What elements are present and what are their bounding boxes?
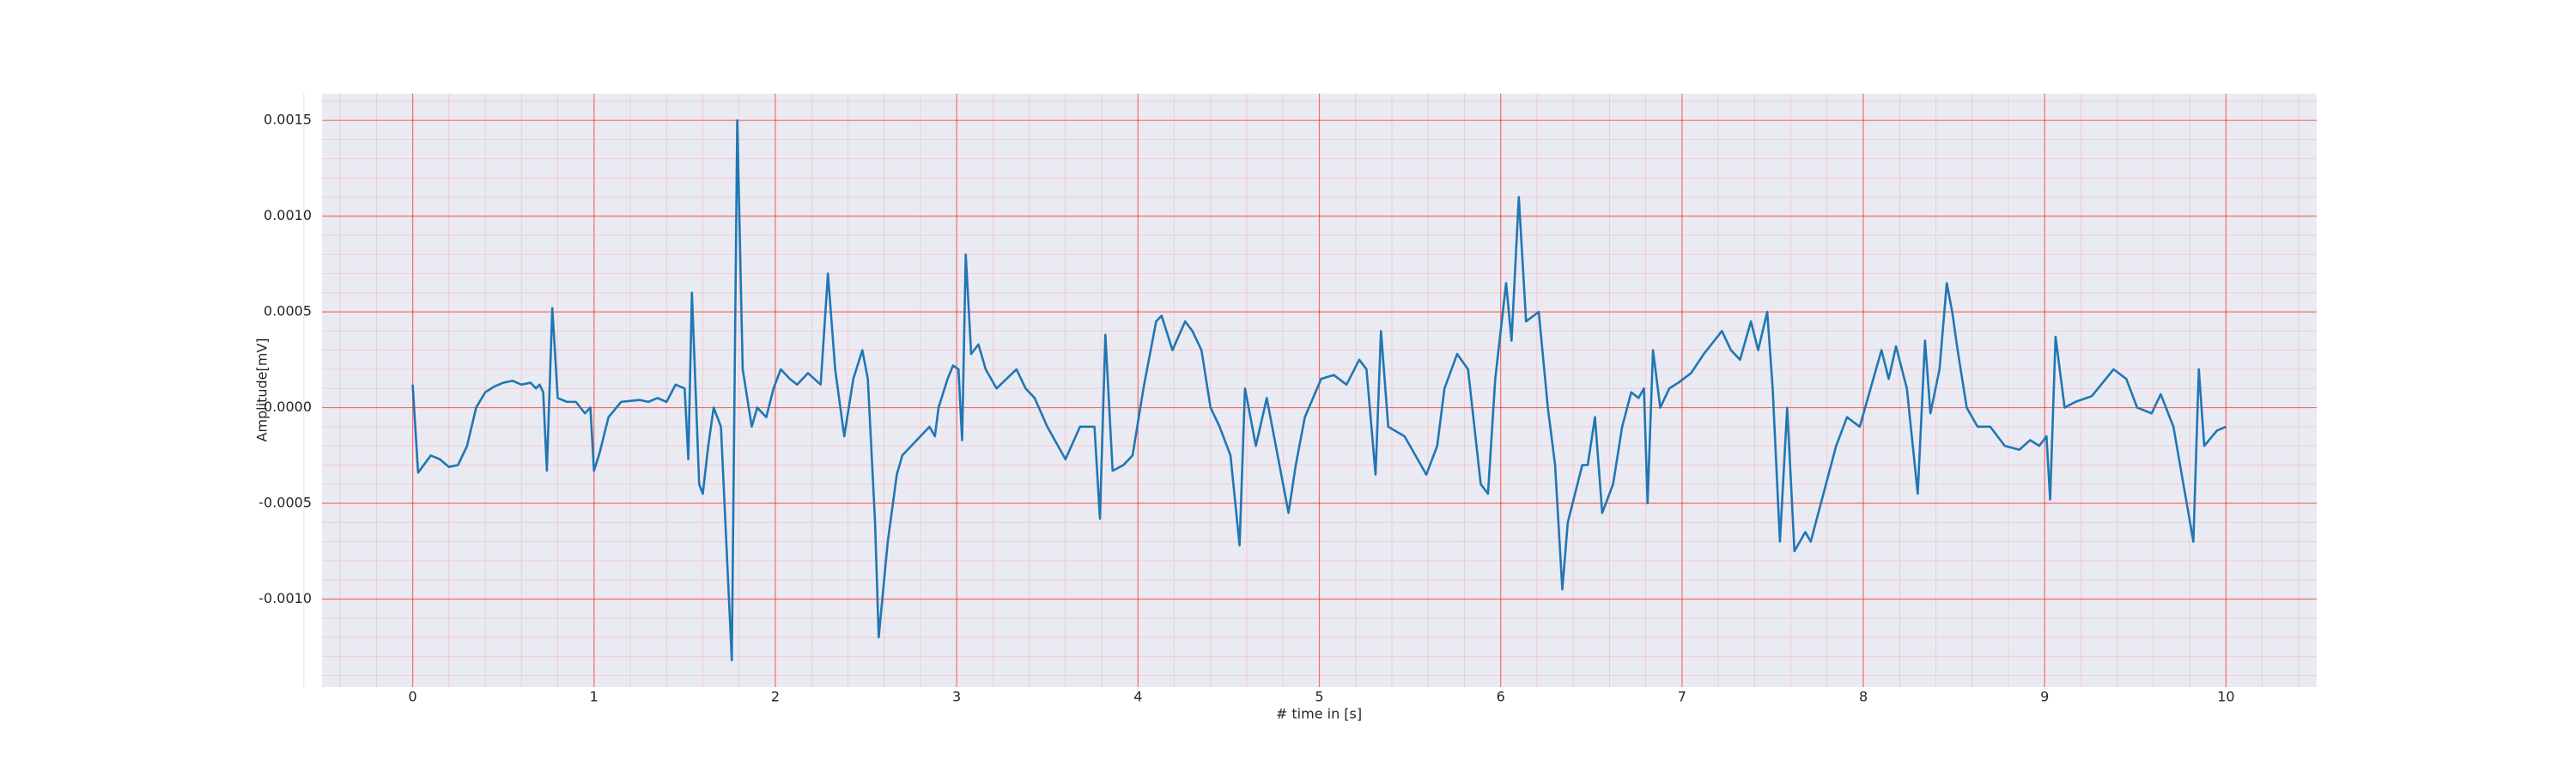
y-tick-label: -0.0010 [258, 590, 312, 606]
y-tick-label: -0.0005 [258, 495, 312, 511]
x-tick-label: 2 [771, 689, 780, 705]
x-tick-label: 0 [408, 689, 416, 705]
data-line [411, 119, 2227, 662]
y-tick-label: 0.0010 [264, 207, 312, 223]
x-tick-label: 1 [590, 689, 598, 705]
x-tick-label: 3 [952, 689, 961, 705]
x-tick-label: 4 [1133, 689, 1142, 705]
y-tick-label: 0.0005 [264, 303, 312, 320]
x-axis-label: # time in [s] [1276, 706, 1362, 722]
y-tick-label: 0.0015 [264, 112, 312, 128]
y-axis-label: Amplitude[mV] [254, 338, 270, 441]
x-tick-label: 10 [2217, 689, 2234, 705]
x-tick-label: 9 [2040, 689, 2049, 705]
x-tick-label: 8 [1859, 689, 1868, 705]
x-tick-label: 7 [1678, 689, 1686, 705]
x-tick-label: 6 [1497, 689, 1505, 705]
x-tick-label: 5 [1315, 689, 1323, 705]
y-tick-label: 0.0000 [264, 399, 312, 415]
